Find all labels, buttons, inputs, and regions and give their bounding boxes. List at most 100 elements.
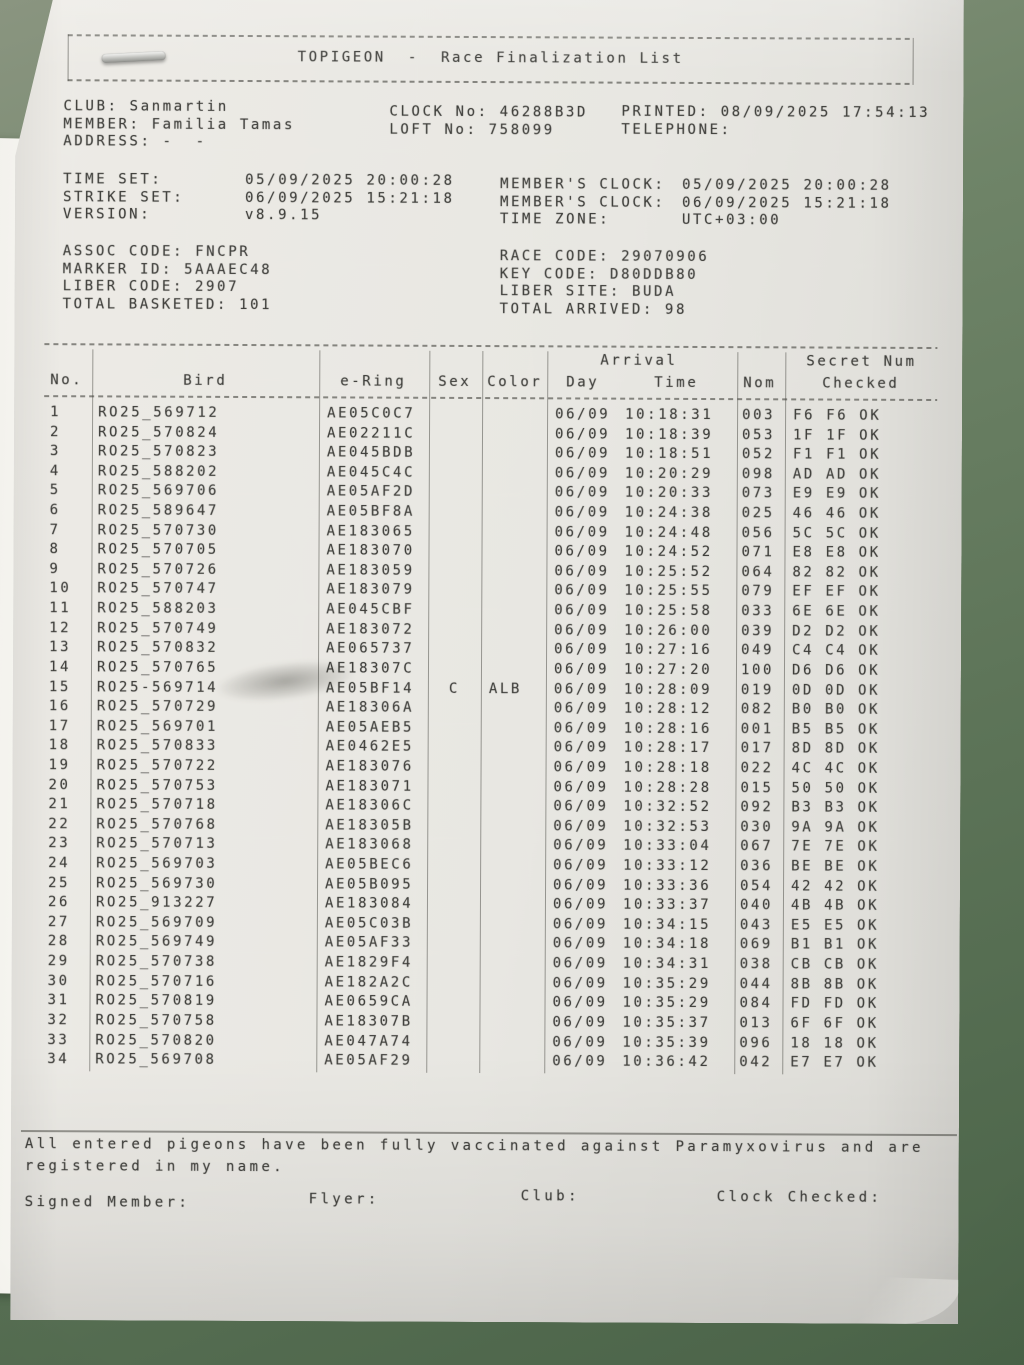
cell-bird: RO25_569703	[96, 855, 218, 872]
cell-arrival-day: 06/09	[553, 778, 609, 796]
cell-no: 25	[48, 874, 71, 891]
header-no: No.	[50, 372, 84, 389]
cell-arrival-day: 06/09	[554, 602, 610, 619]
cell-arrival-day: 06/09	[554, 543, 610, 560]
cell-secret: CB CB OK	[790, 956, 879, 973]
cell-nom: 013	[739, 1015, 773, 1032]
cell-secret: 82 82 OK	[792, 564, 881, 581]
cell-ering: AE183072	[326, 621, 415, 638]
cell-sex	[428, 562, 481, 582]
cell-secret: E7 E7 OK	[790, 1054, 879, 1071]
page-title: TOPIGEON - Race Finalization List	[297, 49, 684, 67]
cell-no: 31	[47, 992, 70, 1009]
cell-color	[481, 699, 546, 719]
cell-arrival: 06/09 10:28:17	[546, 739, 736, 759]
cell-secret: E5 E5 OK	[790, 917, 880, 934]
cell-sex	[429, 444, 482, 464]
cell-nom: 003	[742, 407, 776, 424]
cell-bird: RO25_569701	[96, 718, 219, 735]
cell-nom: 092	[740, 799, 774, 816]
cell-secret: D2 D2 OK	[792, 623, 881, 640]
cell-secret: C4 C4 OK	[792, 642, 881, 660]
assoc-codes-block: ASSOC CODE: FNCPR MARKER ID: 5AAAEC48 LIBE…	[63, 243, 273, 315]
cell-ering: AE18305B	[325, 817, 414, 834]
field-value: Familia Tamas	[151, 116, 296, 133]
cell-color	[480, 876, 545, 896]
cell-sex	[428, 640, 481, 660]
cell-arrival-time: 10:33:04	[623, 838, 712, 855]
cell-arrival-time: 10:26:00	[624, 622, 713, 639]
member-clock-line: MEMBER'S CLOCK: 06/09/2025 15:21:18	[500, 194, 892, 213]
cell-arrival: 06/09 10:28:12	[546, 699, 736, 719]
club-label: Club:	[520, 1188, 580, 1205]
cell-arrival-time: 10:24:48	[624, 524, 713, 541]
cell-arrival-day: 06/09	[554, 582, 610, 600]
table-body: 1 RO25_569712 AE05C0C7 06/09 10:18:31 003 F6 F…	[41, 403, 937, 1074]
field-value: UTC+03:00	[681, 212, 782, 229]
cell-bird: RO25_588203	[97, 600, 219, 617]
time-set-line: VERSION: v8.9.15	[63, 207, 455, 226]
race-code-line: RACE CODE: 29070906	[500, 248, 710, 267]
cell-ering: AE05AF2D	[326, 483, 416, 501]
race-table: No. Bird e-Ring Sex Color Arrival Day Ti…	[41, 343, 937, 1087]
cell-color	[480, 817, 545, 837]
cell-ering: AE183070	[326, 542, 415, 560]
cell-arrival-time: 10:27:16	[624, 641, 713, 659]
cell-color	[481, 738, 546, 758]
assoc-code-line: TOTAL BASKETED: 101	[63, 296, 273, 315]
title-box-bottom-rule	[68, 79, 914, 85]
cell-arrival-day: 06/09	[552, 916, 609, 933]
field-value: 05/09/2025 20:00:28	[245, 172, 455, 189]
cell-arrival-day: 06/09	[552, 994, 608, 1011]
cell-no: 33	[47, 1031, 70, 1048]
cell-arrival: 06/09 10:28:18	[546, 758, 736, 778]
cell-arrival: 06/09 10:26:00	[546, 621, 736, 641]
cell-bird: RO25_570753	[96, 776, 218, 794]
cell-secret: 6F 6F OK	[790, 1015, 879, 1032]
field-value: 2907	[194, 279, 240, 296]
cell-no: 16	[48, 698, 71, 715]
field-value: FNCPR	[195, 243, 251, 261]
race-codes-block: RACE CODE: 29070906 KEY CODE: D80DDB80 LIB…	[500, 248, 710, 320]
cell-color	[479, 1052, 544, 1072]
cell-arrival: 06/09 10:35:29	[545, 974, 735, 994]
cell-bird: RO25_570718	[96, 796, 218, 814]
header-time: Time	[654, 374, 699, 391]
cell-arrival-time: 10:33:12	[623, 857, 712, 875]
cell-sex	[427, 856, 480, 876]
cell-nom: 100	[740, 662, 775, 679]
cell-bird: RO25_570833	[96, 737, 219, 755]
cell-bird: RO25_588202	[97, 463, 220, 480]
cell-nom: 015	[740, 779, 774, 796]
header-day: Day	[566, 374, 600, 391]
cell-secret: F6 F6 OK	[793, 407, 882, 424]
cell-nom: 096	[739, 1034, 773, 1051]
cell-ering: AE18307B	[324, 1013, 413, 1030]
header-secret-num: Secret Num	[806, 353, 917, 370]
printed-info-block: PRINTED: 08/09/2025 17:54:13 TELEPHONE:	[621, 104, 930, 141]
cell-bird: RO25_913227	[95, 894, 218, 912]
cell-ering: AE045BDB	[326, 444, 416, 461]
field-label: TIME ZONE:	[499, 211, 611, 229]
cell-sex	[428, 601, 481, 621]
time-set-block: TIME SET: 05/09/2025 20:00:28 STRIKE SET: 0…	[63, 171, 455, 226]
member-clock-block: MEMBER'S CLOCK: 05/09/2025 20:00:28 MEMBER…	[500, 176, 892, 231]
cell-nom: 022	[740, 760, 774, 777]
cell-color	[480, 915, 545, 935]
field-label: RACE CODE:	[499, 248, 611, 265]
cell-secret: E8 E8 OK	[792, 544, 881, 562]
cell-nom: 064	[741, 564, 775, 581]
clock-info-line: CLOCK No: 46288B3D	[389, 104, 588, 123]
cell-secret: 18 18 OK	[790, 1034, 879, 1052]
cell-sex	[427, 895, 480, 915]
field-label: TELEPHONE:	[621, 121, 732, 138]
club-info-line: ADDRESS: - -	[63, 134, 295, 153]
cell-arrival-time: 10:18:51	[624, 445, 714, 463]
cell-secret: B5 B5 OK	[791, 721, 880, 738]
cell-sex	[427, 875, 480, 895]
cell-arrival: 06/09 10:35:39	[544, 1033, 734, 1053]
cell-secret: 8D 8D OK	[791, 740, 880, 758]
cell-color	[480, 974, 545, 994]
cell-no: 32	[47, 1012, 70, 1029]
cell-arrival: 06/09 10:24:52	[546, 543, 736, 563]
